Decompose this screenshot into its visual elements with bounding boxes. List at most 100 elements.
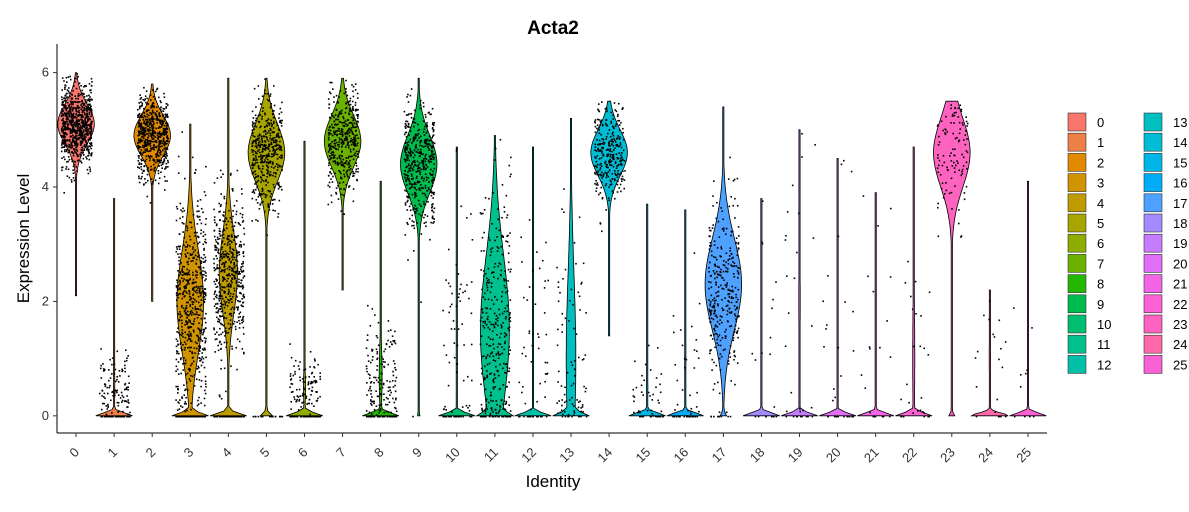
data-point [220,193,222,195]
data-point [242,348,244,350]
data-point [357,168,359,170]
data-point [217,303,219,305]
data-point [432,216,434,218]
data-point [90,143,92,145]
data-point [423,178,425,180]
data-point [351,156,353,158]
data-point [358,156,360,158]
data-point [70,101,72,103]
data-point [199,314,201,316]
data-point [369,375,371,377]
data-point [265,120,267,122]
data-point [356,151,358,153]
data-point [490,255,492,257]
data-point [450,306,452,308]
data-point [448,249,450,251]
data-point [201,310,203,312]
data-point [342,116,344,118]
data-point [445,279,447,281]
data-point [111,364,113,366]
data-point [67,118,69,120]
data-point [143,87,145,89]
data-point [261,138,263,140]
data-point [79,129,81,131]
data-point [233,239,235,241]
data-point [294,416,296,418]
data-point [226,218,228,220]
data-point [340,111,342,113]
data-point [204,318,206,320]
data-point [258,145,260,147]
data-point [84,119,86,121]
data-point [271,143,273,145]
data-point [83,86,85,88]
data-point [167,128,169,130]
data-point [231,218,233,220]
data-point [218,310,220,312]
data-point [380,394,382,396]
data-point [228,416,230,418]
data-point [146,159,148,161]
data-point [68,151,70,153]
data-point [126,360,128,362]
data-point [61,110,63,112]
data-point [279,416,281,418]
data-point [312,390,314,392]
data-point [235,299,237,301]
data-point [394,363,396,365]
data-point [255,177,257,179]
data-point [306,403,308,405]
data-point [214,182,216,184]
data-point [127,389,129,391]
data-point [385,348,387,350]
data-point [224,220,226,222]
data-point [79,112,81,114]
data-point [203,294,205,296]
data-point [278,137,280,139]
data-point [160,108,162,110]
data-point [192,312,194,314]
data-point [383,384,385,386]
data-point [63,143,65,145]
data-point [158,160,160,162]
data-point [189,320,191,322]
data-point [482,213,484,215]
data-point [189,299,191,301]
data-point [219,342,221,344]
data-point [160,120,162,122]
data-point [502,236,504,238]
data-point [333,121,335,123]
data-point [448,312,450,314]
data-point [202,270,204,272]
data-point [61,157,63,159]
data-point [182,416,184,418]
data-point [377,396,379,398]
data-point [509,346,511,348]
data-point [189,347,191,349]
data-point [339,137,341,139]
data-point [522,386,524,388]
data-point [83,109,85,111]
data-point [179,280,181,282]
data-point [483,296,485,298]
data-point [224,342,226,344]
data-point [85,120,87,122]
data-point [376,414,378,416]
data-point [187,264,189,266]
data-point [118,416,120,418]
data-point [394,416,396,418]
data-point [240,246,242,248]
data-point [253,117,255,119]
data-point [166,132,168,134]
data-point [298,396,300,398]
data-point [197,205,199,207]
data-point [213,209,215,211]
data-point [184,266,186,268]
data-point [337,102,339,104]
data-point [74,107,76,109]
data-point [485,389,487,391]
data-point [192,272,194,274]
data-point [159,177,161,179]
data-point [392,416,394,418]
data-point [242,263,244,265]
